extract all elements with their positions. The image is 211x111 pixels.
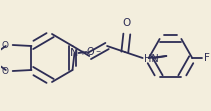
Text: F: F bbox=[204, 53, 210, 63]
Text: HN: HN bbox=[144, 54, 158, 64]
Text: N: N bbox=[70, 48, 79, 58]
Text: O: O bbox=[87, 47, 94, 57]
Text: −: − bbox=[96, 49, 101, 54]
Text: +: + bbox=[79, 50, 85, 56]
Text: O: O bbox=[2, 41, 9, 50]
Text: O: O bbox=[2, 66, 9, 75]
Text: O: O bbox=[123, 18, 131, 28]
